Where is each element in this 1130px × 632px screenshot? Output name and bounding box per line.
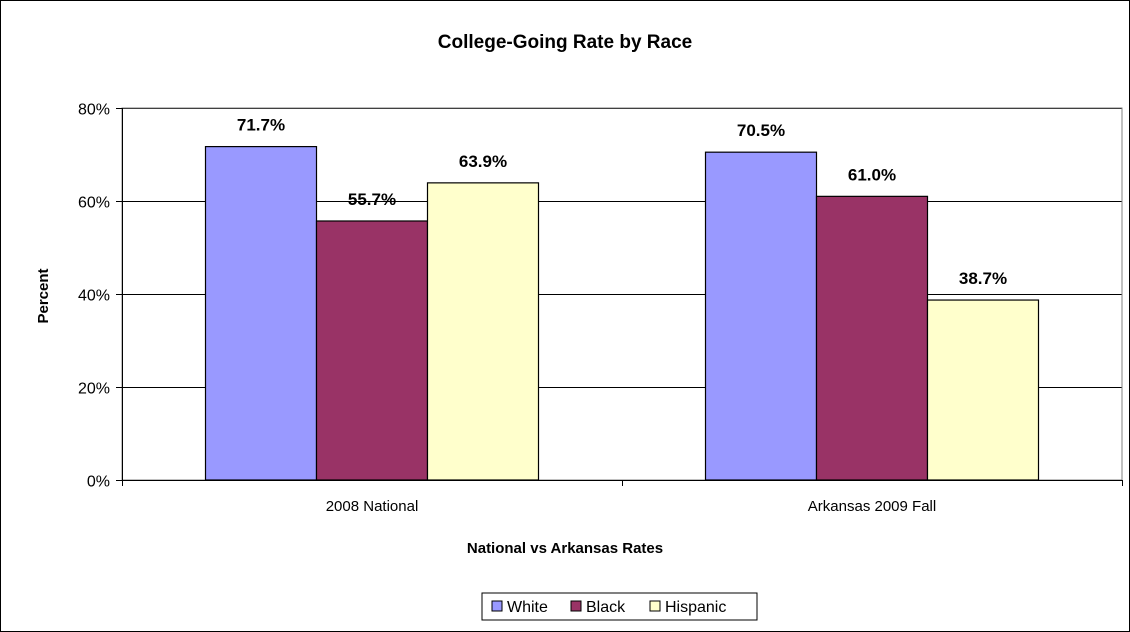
data-label: 55.7% — [348, 190, 396, 209]
data-label: 63.9% — [459, 152, 507, 171]
y-tick-label: 80% — [78, 102, 110, 119]
y-tick-label: 0% — [87, 474, 110, 491]
bar — [426, 182, 540, 481]
chart-title: College-Going Rate by Race — [438, 32, 692, 53]
y-tick-label: 60% — [78, 195, 110, 212]
bars — [204, 145, 1040, 481]
legend-label: Black — [586, 599, 626, 616]
data-label: 71.7% — [237, 116, 285, 135]
y-axis-ticks: 0% 20% 40% 60% 80% — [78, 102, 122, 491]
bar — [704, 151, 818, 481]
x-tick-label: 2008 National — [326, 498, 419, 515]
bar — [926, 299, 1040, 481]
y-tick-label: 20% — [78, 381, 110, 398]
legend-swatch — [570, 600, 582, 612]
data-label: 70.5% — [737, 121, 785, 140]
legend-box — [481, 592, 758, 621]
data-labels: 71.7% 55.7% 63.9% 70.5% 61.0% 38.7% — [237, 116, 1007, 288]
legend-swatch — [649, 600, 661, 612]
legend-label: Hispanic — [665, 599, 726, 616]
bar — [315, 220, 429, 481]
legend-label: White — [507, 599, 548, 616]
data-label: 61.0% — [848, 165, 896, 184]
bar — [815, 195, 929, 481]
x-axis-title: National vs Arkansas Rates — [467, 540, 663, 557]
y-axis-title: Percent — [35, 268, 52, 323]
bar — [204, 145, 318, 481]
legend-swatch — [491, 600, 503, 612]
data-label: 38.7% — [959, 269, 1007, 288]
legend: White Black Hispanic — [481, 592, 758, 621]
x-tick-label: Arkansas 2009 Fall — [808, 498, 936, 515]
y-tick-label: 40% — [78, 288, 110, 305]
